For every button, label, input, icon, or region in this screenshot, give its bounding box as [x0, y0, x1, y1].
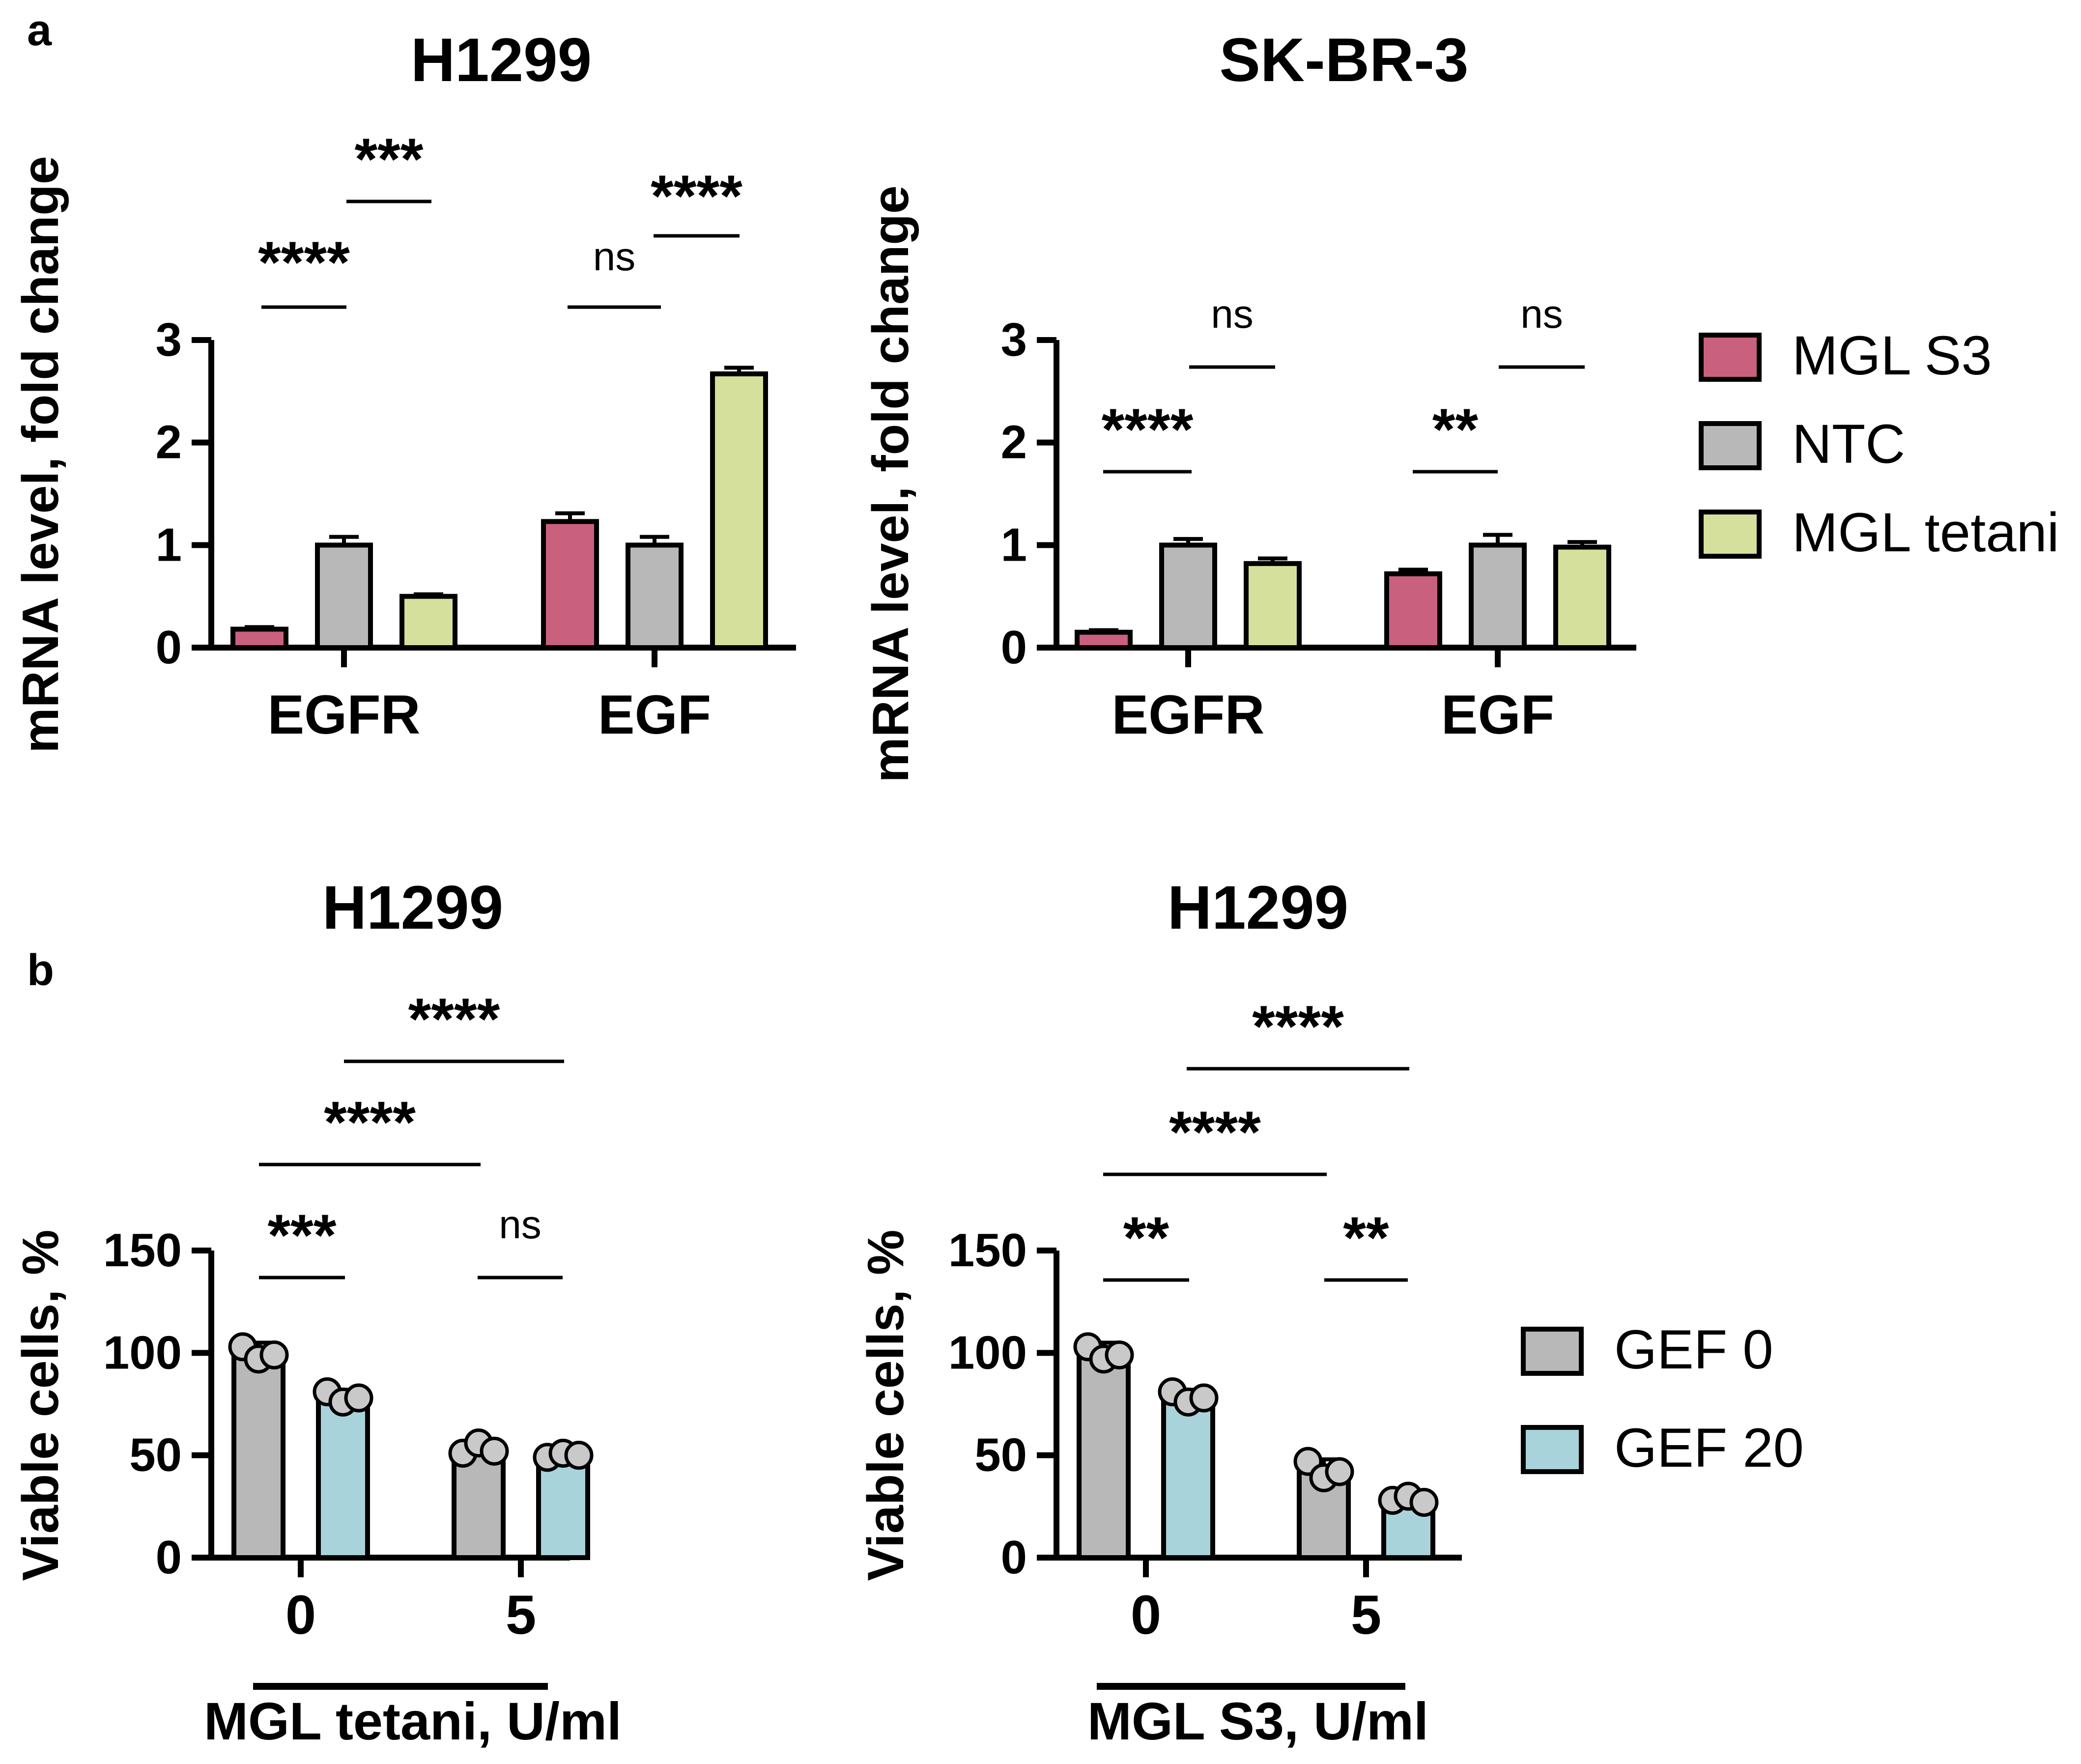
x-tick-label: 0 — [285, 1584, 316, 1646]
significance-label: ns — [1520, 292, 1563, 337]
legend-swatch — [1699, 421, 1762, 470]
significance-label: **** — [651, 163, 742, 229]
y-tick-label: 100 — [103, 1326, 182, 1379]
bar-gef-0 — [452, 1447, 506, 1561]
legend-swatch — [1521, 1425, 1584, 1474]
y-tick-label: 100 — [948, 1326, 1027, 1379]
y-tick-label: 2 — [1001, 416, 1027, 469]
bar-ntc — [1159, 542, 1217, 651]
y-tick-label: 0 — [1001, 1531, 1027, 1584]
bar-mgl-tetani — [1553, 544, 1611, 651]
legend-label: GEF 0 — [1614, 1319, 1773, 1380]
x-axis-label: MGL S3, U/ml — [1087, 1691, 1428, 1751]
y-tick-label: 3 — [156, 313, 182, 366]
legend-swatch — [1699, 333, 1762, 382]
chart-b1-viability-mgl-tetani: H1299 Viable cells, % 0 50 100 150 0 5 MGL tetan… — [12, 874, 622, 1751]
y-tick-label: 3 — [1001, 313, 1027, 366]
legend-label: NTC — [1792, 413, 1905, 475]
significance-label: **** — [1252, 994, 1344, 1059]
x-tick-label: 5 — [506, 1584, 536, 1646]
y-axis-label: Viable cells, % — [857, 1230, 914, 1581]
bar-gef-0 — [231, 1350, 285, 1560]
y-tick-label: 150 — [103, 1224, 182, 1277]
y-tick-label: 150 — [948, 1224, 1027, 1277]
y-tick-label: 1 — [156, 518, 182, 571]
chart-a1-h1299-mrna: H1299 mRNA level, fold change 0 1 2 3 EGFR EGF *… — [12, 26, 796, 753]
legend-label: MGL tetani — [1792, 502, 2059, 563]
panel-label-b: b — [27, 946, 54, 995]
significance-label: ** — [1123, 1205, 1169, 1271]
legend-label: GEF 20 — [1614, 1417, 1804, 1479]
y-tick-label: 0 — [156, 621, 182, 674]
y-tick-label: 0 — [156, 1531, 182, 1584]
legend-label: MGL S3 — [1792, 325, 1992, 386]
significance-label: *** — [267, 1202, 336, 1268]
chart-title: H1299 — [1168, 874, 1348, 942]
bar-mgl-s3 — [1075, 629, 1133, 650]
bar-mgl-s3 — [230, 626, 288, 650]
bar-gef-20 — [536, 1452, 590, 1561]
data-point — [480, 1436, 509, 1466]
data-point — [1325, 1457, 1354, 1486]
x-tick-label: EGFR — [1112, 684, 1264, 745]
data-point — [1189, 1383, 1219, 1413]
bar-gef-0 — [1077, 1350, 1131, 1560]
y-axis-label: mRNA level, fold change — [12, 156, 69, 753]
x-tick-label: EGF — [598, 684, 711, 745]
y-tick-label: 50 — [129, 1429, 182, 1481]
x-tick-label: EGFR — [267, 684, 420, 745]
chart-a2-skbr3-mrna: SK-BR-3 mRNA level, fold change 0 1 2 3 EGFR EG… — [862, 26, 2059, 783]
significance-label: **** — [258, 229, 350, 295]
y-axis-label: mRNA level, fold change — [862, 185, 919, 783]
data-point — [1409, 1488, 1439, 1517]
bar-gef-20 — [1161, 1395, 1215, 1560]
significance-label: **** — [408, 986, 500, 1052]
significance-label: **** — [1102, 397, 1194, 462]
bar-gef-20 — [316, 1395, 370, 1560]
data-point — [344, 1383, 373, 1413]
data-point — [564, 1441, 594, 1470]
bar-mgl-s3 — [1384, 571, 1442, 651]
bar-ntc — [315, 542, 373, 651]
y-tick-label: 0 — [1001, 621, 1027, 674]
panel-label-a: a — [27, 6, 52, 55]
legend-swatch — [1521, 1327, 1584, 1376]
data-point — [1105, 1340, 1134, 1369]
chart-title: SK-BR-3 — [1220, 26, 1469, 94]
significance-label: ns — [499, 1202, 542, 1247]
bar-mgl-tetani — [1244, 561, 1302, 650]
x-tick-label: 5 — [1351, 1584, 1381, 1646]
significance-label: ** — [1432, 397, 1479, 462]
legend-swatch — [1699, 510, 1762, 559]
y-tick-label: 2 — [156, 416, 182, 469]
data-point — [259, 1340, 289, 1369]
x-tick-label: 0 — [1131, 1584, 1161, 1646]
significance-label: ns — [1211, 292, 1254, 337]
chart-b2-viability-mgl-s3: H1299 Viable cells, % 0 50 100 150 0 5 MGL S3, U… — [857, 874, 1804, 1751]
bar-mgl-tetani — [710, 371, 768, 650]
significance-label: *** — [354, 126, 423, 192]
bar-ntc — [1469, 542, 1527, 651]
bar-mgl-s3 — [541, 519, 599, 650]
significance-label: **** — [1169, 1099, 1261, 1165]
bar-ntc — [626, 542, 684, 651]
bar-mgl-tetani — [399, 594, 457, 650]
y-tick-label: 50 — [974, 1429, 1027, 1481]
chart-title: H1299 — [322, 874, 503, 942]
significance-label: ** — [1343, 1205, 1389, 1271]
y-tick-label: 1 — [1001, 518, 1027, 571]
x-tick-label: EGF — [1441, 684, 1554, 745]
significance-label: ns — [593, 234, 636, 279]
chart-title: H1299 — [411, 26, 592, 94]
significance-label: **** — [324, 1089, 416, 1155]
x-axis-label: MGL tetani, U/ml — [204, 1691, 622, 1751]
y-axis-label: Viable cells, % — [12, 1230, 69, 1581]
